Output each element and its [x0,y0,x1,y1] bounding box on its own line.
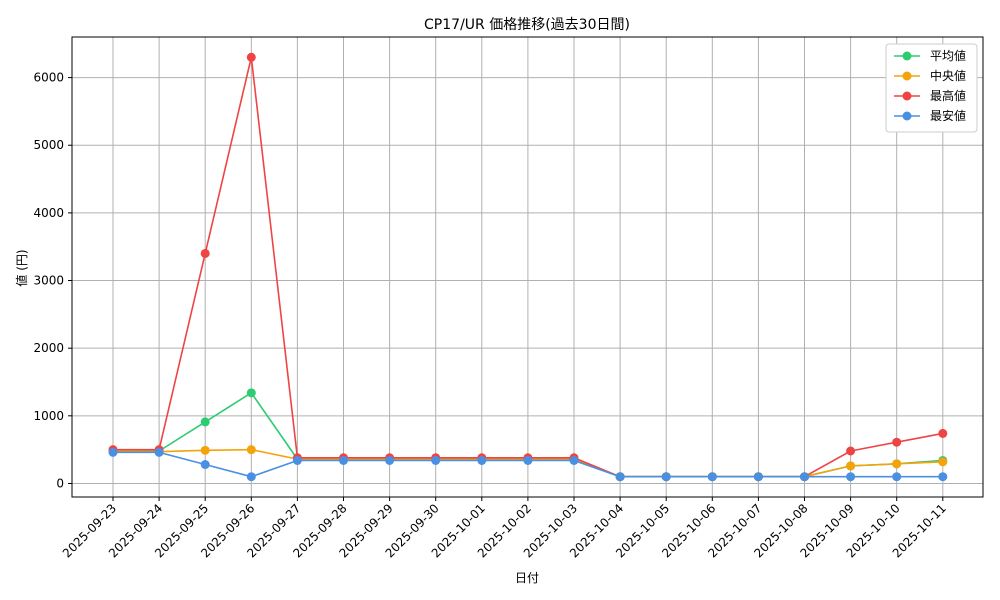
data-point [938,428,948,438]
legend-label: 平均値 [930,48,966,63]
y-tick-label: 4000 [33,206,64,220]
data-point [200,445,210,455]
y-tick-label: 1000 [33,409,64,423]
data-point [661,472,671,482]
y-tick-label: 5000 [33,138,64,152]
data-point [431,455,441,465]
legend-label: 中央値 [930,68,966,83]
data-point [200,460,210,470]
data-point [477,455,487,465]
data-point [108,447,118,457]
y-tick-label: 6000 [33,71,64,85]
data-point [246,472,256,482]
data-point [200,417,210,427]
legend-label: 最高値 [930,88,966,103]
grid-lines [72,37,983,497]
legend-marker [902,91,912,101]
data-point [753,472,763,482]
data-point [385,455,395,465]
legend-label: 最安値 [930,108,966,123]
y-tick-labels: 0 1000 2000 3000 4000 5000 6000 [33,71,64,491]
axes [68,36,984,501]
data-point [707,472,717,482]
x-axis-title: 日付 [515,571,539,585]
x-tick-labels: 2025-09-232025-09-242025-09-252025-09-26… [60,501,949,560]
legend-marker [902,51,912,61]
data-point [892,459,902,469]
data-point [246,445,256,455]
y-tick-label: 2000 [33,341,64,355]
legend-box [885,43,978,133]
data-point [615,472,625,482]
chart-title: CP17/UR 価格推移(過去30日間) [424,17,630,33]
data-point [800,472,809,482]
legend-item: 中央値 [894,68,966,83]
legend-marker [902,111,912,121]
data-point [938,472,948,482]
data-point [938,457,948,467]
legend-item: 平均値 [894,48,966,63]
data-point [892,472,902,482]
data-point [846,446,856,456]
data-point [200,248,210,258]
y-tick-label: 0 [56,476,64,490]
data-point [246,388,256,398]
data-point [846,472,856,482]
legend-marker [902,71,912,81]
legend-item: 最高値 [894,88,966,103]
y-axis-title: 値 (円) [14,249,29,286]
y-tick-label: 3000 [33,274,64,288]
legend-item: 最安値 [894,108,966,123]
data-point [846,461,856,471]
data-point [154,447,164,457]
data-point [569,455,579,465]
data-point [339,455,348,465]
series-lines [108,52,948,482]
plot-frame [71,36,984,498]
data-point [523,455,533,465]
data-point [892,437,902,447]
series-3 [108,447,948,482]
data-point [292,455,302,465]
data-point [246,52,256,62]
